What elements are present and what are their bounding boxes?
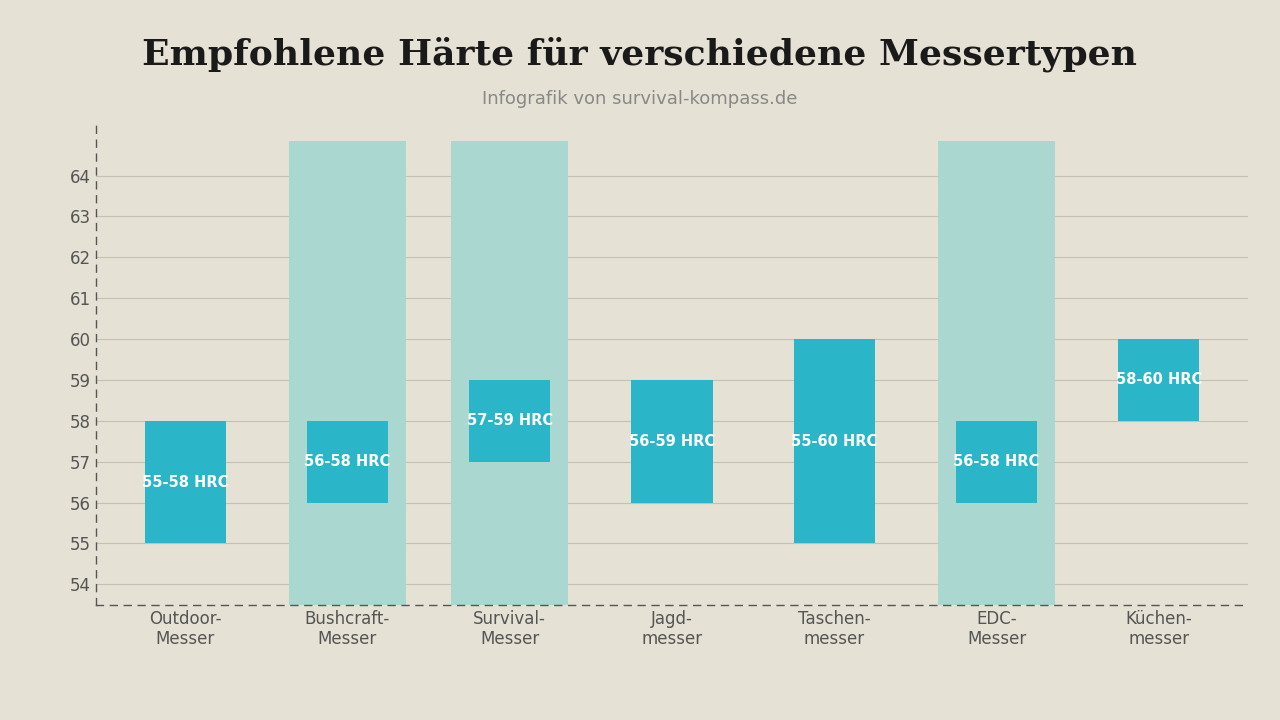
Bar [289,141,406,605]
Text: 58-60 HRC: 58-60 HRC [1116,372,1202,387]
Bar [956,420,1037,503]
Bar [1119,339,1199,420]
Bar [794,339,874,544]
Bar [631,380,713,503]
Text: 56-59 HRC: 56-59 HRC [628,433,716,449]
Text: 56-58 HRC: 56-58 HRC [305,454,390,469]
Text: Empfohlene Härte für verschiedene Messertypen: Empfohlene Härte für verschiedene Messer… [142,36,1138,71]
Bar [145,420,225,544]
Text: Infografik von survival-kompass.de: Infografik von survival-kompass.de [483,90,797,108]
Bar [470,380,550,462]
Text: 57-59 HRC: 57-59 HRC [467,413,553,428]
Bar [938,141,1055,605]
Bar [307,420,388,503]
Text: 55-60 HRC: 55-60 HRC [791,433,877,449]
Bar [452,141,568,605]
Text: 56-58 HRC: 56-58 HRC [954,454,1039,469]
Text: 55-58 HRC: 55-58 HRC [142,474,228,490]
